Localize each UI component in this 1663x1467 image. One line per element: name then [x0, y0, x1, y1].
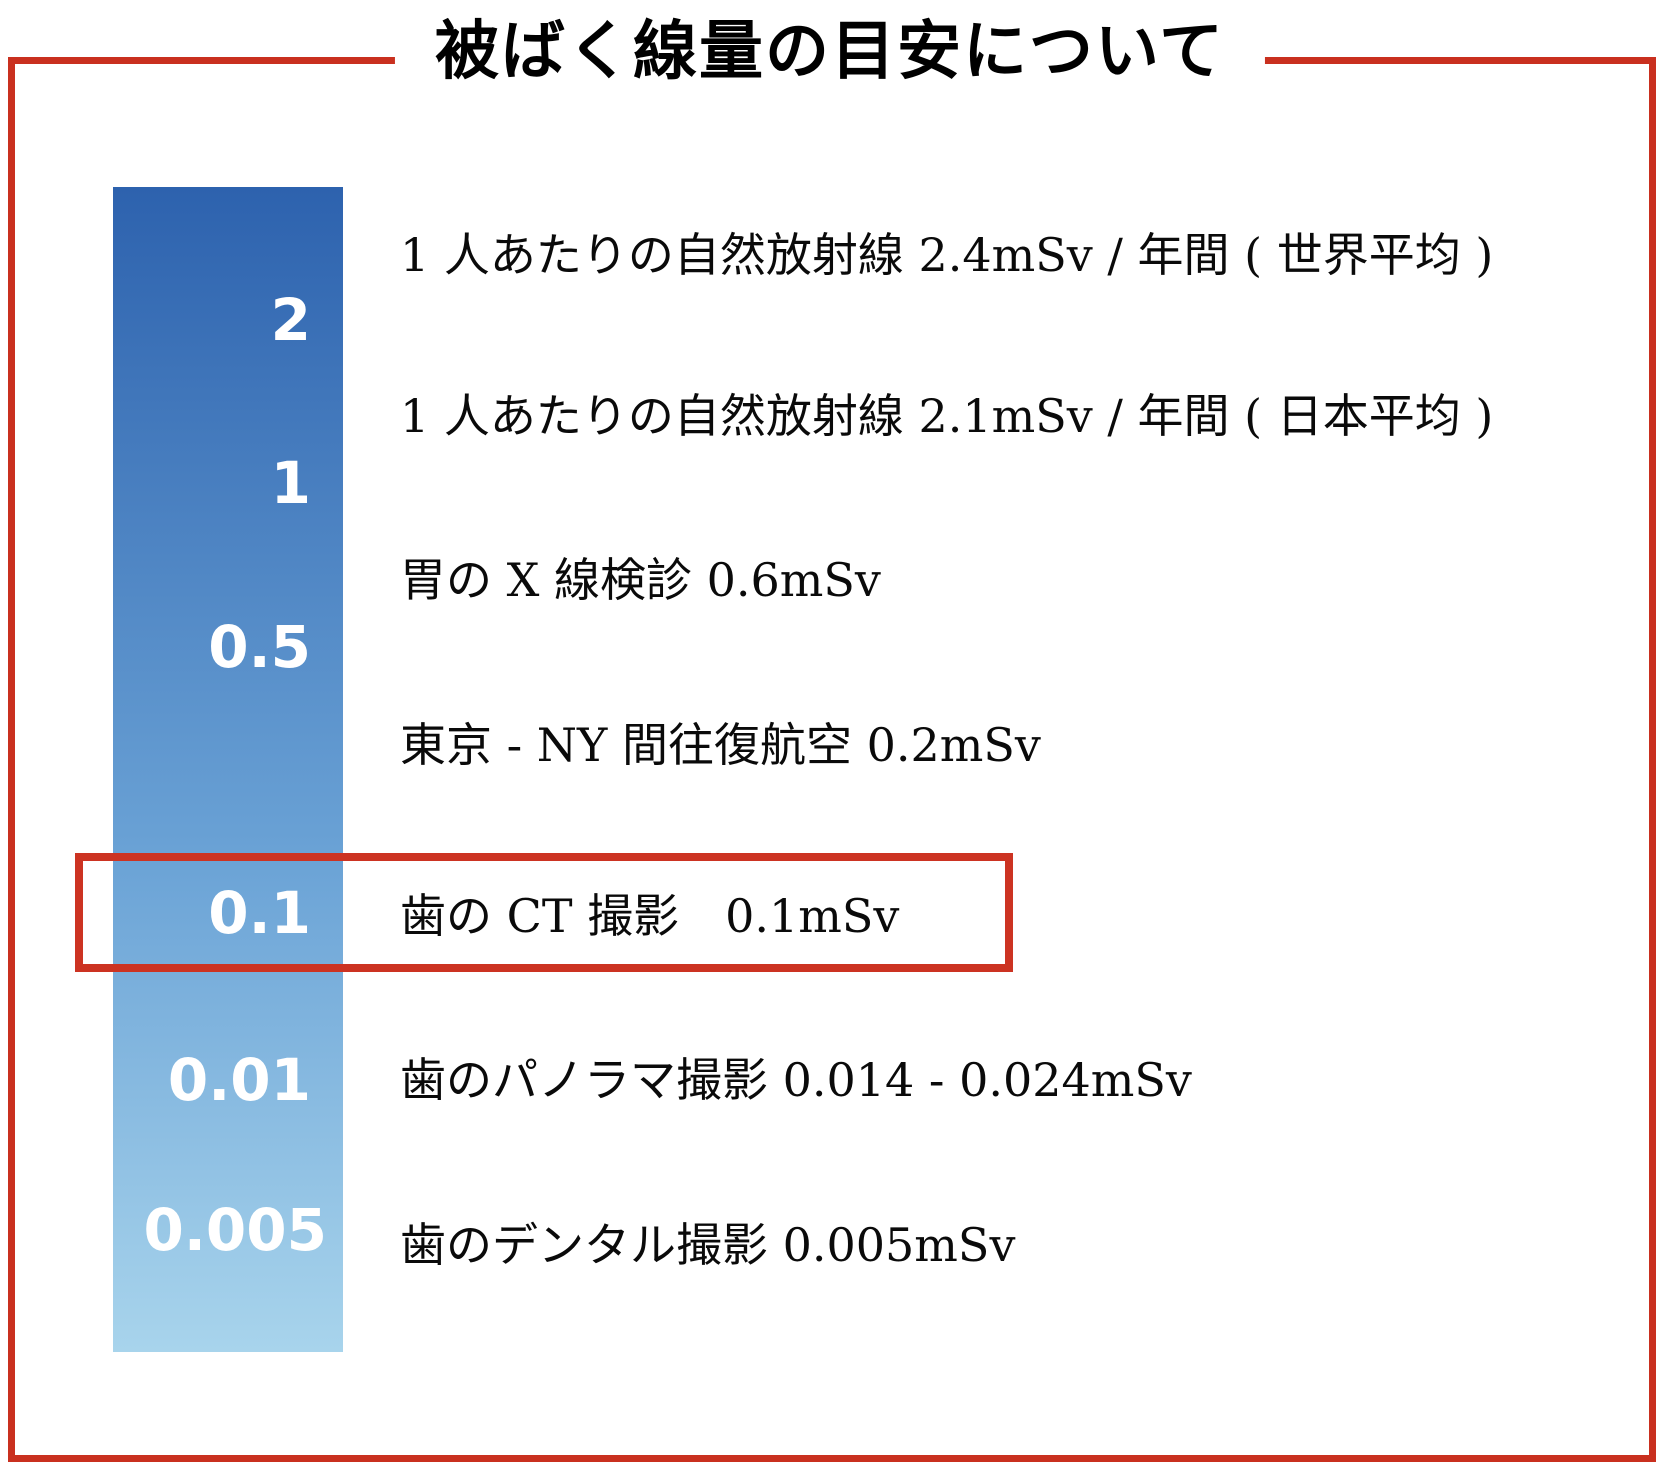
dose-item: 歯のデンタル撮影 0.005mSv — [400, 1211, 1015, 1273]
scale-tick-1: 1 — [270, 449, 311, 517]
dose-item-highlighted: 歯の CT 撮影 0.1mSv — [400, 882, 899, 944]
scale-tick-0-5: 0.5 — [208, 613, 311, 681]
dose-item: 歯のパノラマ撮影 0.014 - 0.024mSv — [400, 1046, 1192, 1108]
dose-item-label: 1 人あたりの自然放射線 2.4mSv / 年間 ( 世界平均 ) — [400, 228, 1494, 282]
dose-item: 1 人あたりの自然放射線 2.4mSv / 年間 ( 世界平均 ) — [400, 221, 1493, 283]
dose-item-label: 東京 - NY 間往復航空 0.2mSv — [400, 718, 1041, 772]
dose-item: 1 人あたりの自然放射線 2.1mSv / 年間 ( 日本平均 ) — [400, 382, 1493, 444]
scale-tick-0-005: 0.005 — [143, 1196, 327, 1264]
dose-scale-bar: 2 1 0.5 0.1 0.01 0.005 — [113, 187, 343, 1352]
dose-item-label: 歯の CT 撮影 0.1mSv — [400, 889, 900, 943]
page-title: 被ばく線量の目安について — [394, 12, 1266, 92]
scale-tick-2: 2 — [270, 286, 311, 354]
highlight-box-dental-ct — [75, 853, 1013, 972]
dose-item-label: 胃の X 線検診 0.6mSv — [400, 553, 881, 607]
dose-item-label: 歯のデンタル撮影 0.005mSv — [400, 1218, 1016, 1272]
dose-item: 胃の X 線検診 0.6mSv — [400, 546, 881, 608]
scale-tick-0-1: 0.1 — [208, 879, 311, 947]
dose-item-label: 1 人あたりの自然放射線 2.1mSv / 年間 ( 日本平均 ) — [400, 389, 1494, 443]
dose-item: 東京 - NY 間往復航空 0.2mSv — [400, 711, 1041, 773]
dose-item-label: 歯のパノラマ撮影 0.014 - 0.024mSv — [400, 1053, 1192, 1107]
scale-tick-0-01: 0.01 — [167, 1046, 311, 1114]
